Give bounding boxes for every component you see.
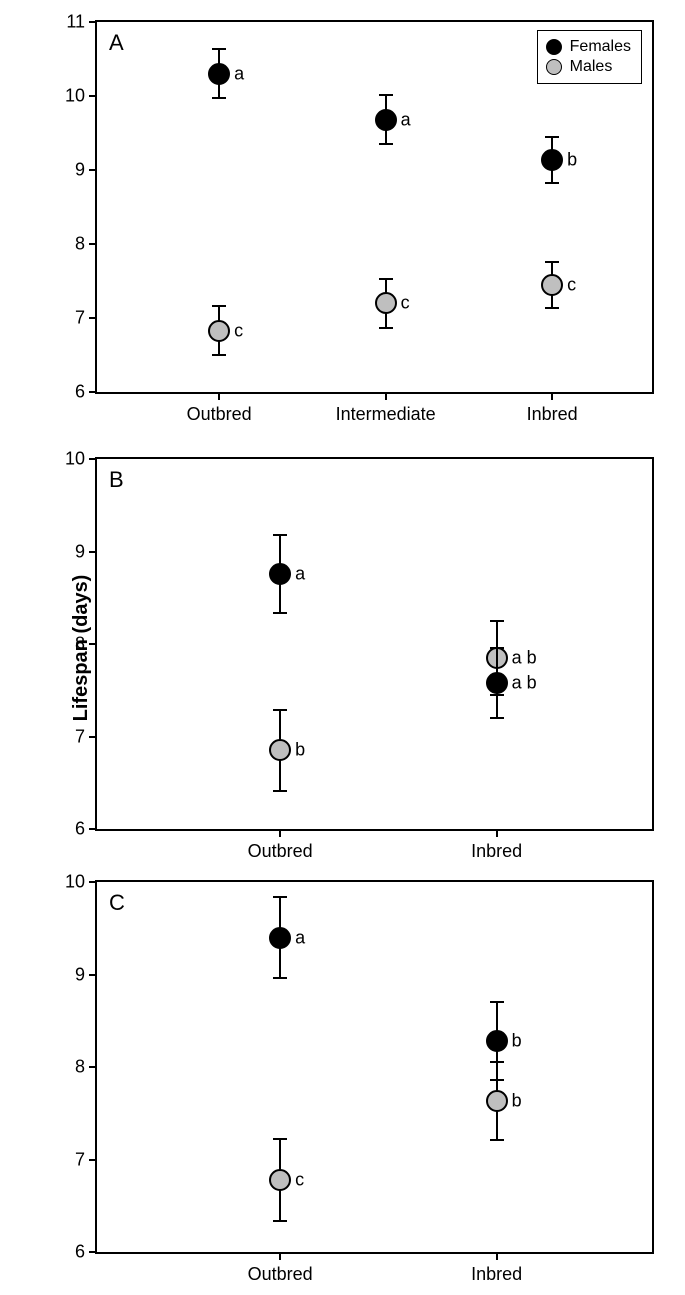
error-cap — [273, 709, 287, 711]
error-cap — [379, 143, 393, 145]
y-tick-label: 10 — [65, 86, 97, 107]
y-tick-label: 9 — [75, 541, 97, 562]
panel-letter: C — [109, 890, 125, 916]
point-label: b — [567, 150, 577, 171]
point-label: a — [401, 109, 411, 130]
panel-C: C678910OutbredInbredacbb — [95, 880, 654, 1254]
x-tick-label: Outbred — [248, 1252, 313, 1285]
data-point-females — [375, 109, 397, 131]
y-tick-label: 11 — [66, 12, 97, 33]
legend-marker — [546, 59, 562, 75]
y-tick-label: 7 — [75, 308, 97, 329]
data-point-females — [269, 927, 291, 949]
error-cap — [545, 307, 559, 309]
point-label: a b — [512, 647, 537, 668]
error-cap — [545, 136, 559, 138]
point-label: c — [401, 293, 410, 314]
error-cap — [490, 1139, 504, 1141]
error-cap — [273, 1138, 287, 1140]
figure: Lifespan (days) A67891011OutbredIntermed… — [0, 0, 685, 1295]
data-point-females — [486, 672, 508, 694]
legend-item: Females — [546, 37, 631, 57]
error-cap — [490, 1001, 504, 1003]
data-point-females — [208, 63, 230, 85]
error-cap — [273, 612, 287, 614]
error-cap — [490, 717, 504, 719]
panel-B: B678910OutbredInbredaba ba b — [95, 457, 654, 831]
point-label: a — [295, 927, 305, 948]
error-cap — [379, 327, 393, 329]
data-point-females — [269, 563, 291, 585]
error-cap — [273, 534, 287, 536]
panel-A: A67891011OutbredIntermediateInbredacacbc… — [95, 20, 654, 394]
legend-marker — [546, 39, 562, 55]
point-label: b — [295, 740, 305, 761]
data-point-males — [541, 274, 563, 296]
error-cap — [490, 647, 504, 649]
y-tick-label: 9 — [75, 160, 97, 181]
error-cap — [379, 94, 393, 96]
data-point-females — [541, 149, 563, 171]
x-tick-label: Outbred — [248, 829, 313, 862]
error-cap — [273, 896, 287, 898]
error-cap — [490, 1061, 504, 1063]
x-tick-label: Inbred — [471, 1252, 522, 1285]
legend-label: Males — [570, 57, 613, 77]
error-cap — [273, 790, 287, 792]
legend: FemalesMales — [537, 30, 642, 84]
x-tick-label: Inbred — [527, 392, 578, 425]
point-label: c — [567, 274, 576, 295]
y-tick-label: 7 — [75, 726, 97, 747]
x-tick-label: Outbred — [187, 392, 252, 425]
y-tick-label: 8 — [75, 234, 97, 255]
error-cap — [212, 48, 226, 50]
point-label: a — [295, 563, 305, 584]
y-tick-label: 9 — [75, 964, 97, 985]
data-point-males — [269, 739, 291, 761]
legend-item: Males — [546, 57, 631, 77]
point-label: b — [512, 1091, 522, 1112]
error-cap — [490, 620, 504, 622]
data-point-males — [208, 320, 230, 342]
error-cap — [273, 977, 287, 979]
error-cap — [212, 97, 226, 99]
point-label: c — [234, 320, 243, 341]
point-label: b — [512, 1031, 522, 1052]
y-tick-label: 7 — [75, 1149, 97, 1170]
y-tick-label: 6 — [75, 819, 97, 840]
y-tick-label: 8 — [75, 634, 97, 655]
data-point-males — [486, 1090, 508, 1112]
y-tick-label: 10 — [65, 872, 97, 893]
y-tick-label: 8 — [75, 1057, 97, 1078]
data-point-males — [269, 1169, 291, 1191]
legend-label: Females — [570, 37, 631, 57]
y-tick-label: 10 — [65, 449, 97, 470]
point-label: a b — [512, 672, 537, 693]
error-cap — [212, 305, 226, 307]
error-cap — [545, 261, 559, 263]
x-tick-label: Intermediate — [336, 392, 436, 425]
point-label: c — [295, 1169, 304, 1190]
point-label: a — [234, 63, 244, 84]
error-cap — [273, 1220, 287, 1222]
x-tick-label: Inbred — [471, 829, 522, 862]
error-cap — [212, 354, 226, 356]
panel-letter: B — [109, 467, 124, 493]
panel-letter: A — [109, 30, 124, 56]
y-tick-label: 6 — [75, 1242, 97, 1263]
data-point-males — [375, 292, 397, 314]
error-cap — [545, 182, 559, 184]
error-cap — [379, 278, 393, 280]
y-tick-label: 6 — [75, 382, 97, 403]
data-point-females — [486, 1030, 508, 1052]
